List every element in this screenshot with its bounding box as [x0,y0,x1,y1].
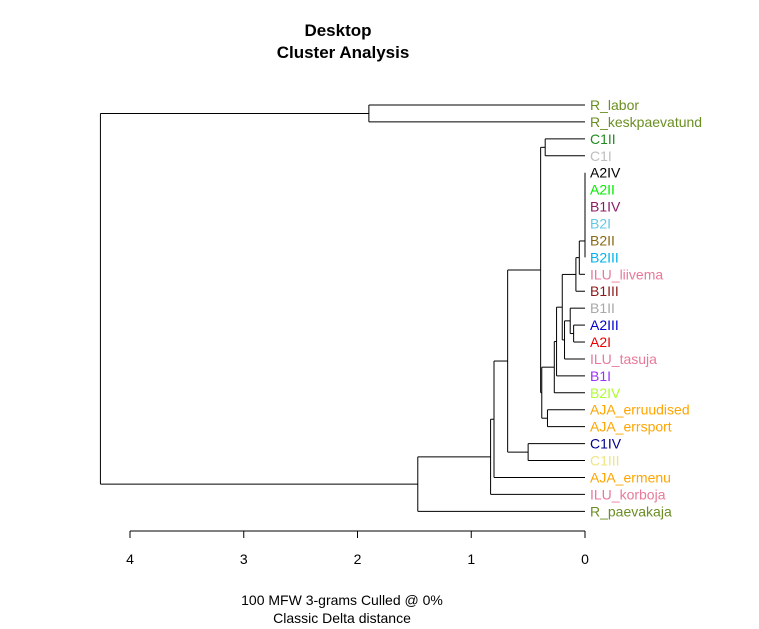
leaf-label: B1IV [590,199,621,215]
leaf-label: C1I [590,148,612,164]
x-tick-label: 3 [240,551,248,567]
leaf-label: A2I [590,334,611,350]
leaf-label: AJA_errsport [590,419,672,435]
leaf-label: B1II [590,300,615,316]
dendrogram-branches [99,104,586,512]
leaf-label: R_keskpaevatund [590,114,702,130]
x-tick-label: 2 [354,551,362,567]
leaf-label: A2III [590,317,619,333]
leaf-label: B1I [590,368,611,384]
leaf-label: ILU_korboja [590,486,666,502]
x-tick-label: 1 [467,551,475,567]
x-tick-label: 4 [126,551,134,567]
xlabel-line-1: 100 MFW 3-grams Culled @ 0% [241,592,443,608]
chart-title: Desktop Cluster Analysis [277,21,410,62]
leaf-label: A2IV [590,165,621,181]
leaf-label: ILU_tasuja [590,351,657,367]
leaf-label: C1II [590,131,616,147]
leaf-label: B2I [590,216,611,232]
leaf-labels: R_laborR_keskpaevatundC1IIC1IA2IVA2IIB1I… [590,97,702,519]
leaf-label: A2II [590,182,615,198]
leaf-label: ILU_liivema [590,266,663,282]
leaf-label: B1III [590,283,619,299]
title-line-1: Desktop [304,21,371,40]
x-tick-label: 0 [581,551,589,567]
leaf-label: AJA_erruudised [590,402,690,418]
leaf-label: B2III [590,249,619,265]
leaf-label: C1III [590,453,620,469]
leaf-label: R_labor [590,97,639,113]
leaf-label: B2II [590,232,615,248]
x-axis-label: 100 MFW 3-grams Culled @ 0% Classic Delt… [241,592,443,626]
title-line-2: Cluster Analysis [277,43,410,62]
leaf-label: B2IV [590,385,621,401]
leaf-label: C1IV [590,436,622,452]
leaf-label: R_paevakaja [590,503,672,519]
xlabel-line-2: Classic Delta distance [273,610,411,626]
x-axis: 4 3 2 1 0 [126,530,589,567]
leaf-label: AJA_ermenu [590,469,671,485]
